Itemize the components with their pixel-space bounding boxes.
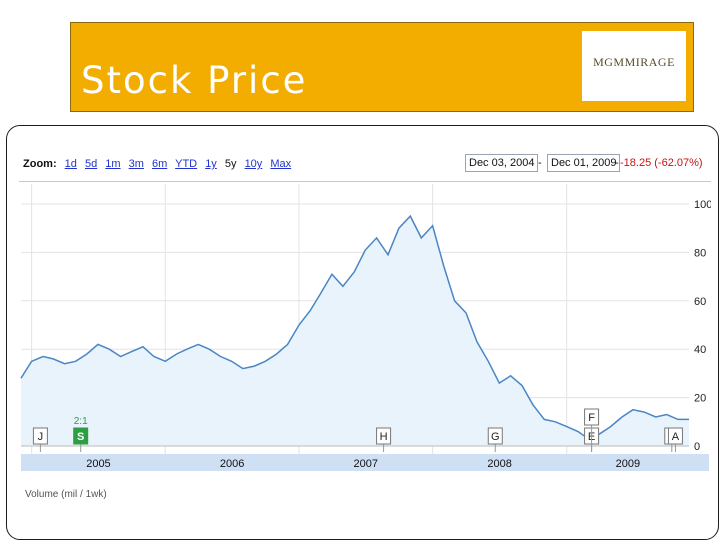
- y-tick-label: 20: [694, 393, 706, 405]
- slide-title: Stock Price: [81, 59, 308, 102]
- price-area-fill: [21, 216, 689, 446]
- year-axis-band: [21, 454, 709, 471]
- zoom-1m-link[interactable]: 1m: [105, 158, 121, 170]
- y-tick-label: 80: [694, 247, 706, 259]
- y-tick-label: 40: [694, 344, 706, 356]
- change-dash: -: [615, 157, 619, 169]
- date-range-dash: -: [538, 157, 542, 169]
- y-tick-label: 100: [694, 199, 711, 211]
- title-bar: Stock Price MGMMIRAGE: [70, 22, 694, 112]
- zoom-3m-link[interactable]: 3m: [128, 158, 144, 170]
- event-flag-label: G: [491, 431, 500, 443]
- area-layer: [20, 214, 689, 446]
- split-label: 2:1: [74, 416, 88, 427]
- event-flag-label: F: [588, 412, 595, 424]
- x-tick-label: 2008: [487, 458, 511, 470]
- event-flag-label: A: [672, 431, 680, 443]
- event-flag-box: [376, 427, 392, 445]
- zoom-toolbar: Zoom: 1d 5d 1m 3m 6m YTD 1y 5y 10y Max: [23, 158, 296, 170]
- mgm-mirage-logo: MGMMIRAGE: [582, 31, 686, 101]
- event-flag-box: [73, 427, 89, 445]
- event-flag-box: [487, 427, 503, 445]
- zoom-1d-link[interactable]: 1d: [64, 158, 77, 170]
- start-date-input[interactable]: Dec 03, 2004: [465, 154, 539, 172]
- zoom-ytd-link[interactable]: YTD: [175, 158, 198, 170]
- zoom-1y-link[interactable]: 1y: [205, 158, 217, 170]
- price-change: -18.25 (-62.07%): [620, 157, 703, 169]
- zoom-label: Zoom:: [23, 158, 57, 170]
- zoom-5y-selected[interactable]: 5y: [224, 158, 237, 170]
- stock-chart-widget: Zoom: 1d 5d 1m 3m 6m YTD 1y 5y 10y Max D…: [19, 148, 711, 508]
- x-tick-label: 2007: [354, 458, 378, 470]
- toolbar-divider: [19, 181, 711, 182]
- x-tick-label: 2006: [220, 458, 244, 470]
- y-tick-label: 60: [694, 296, 706, 308]
- y-tick-label: 0: [694, 441, 700, 453]
- zoom-6m-link[interactable]: 6m: [151, 158, 168, 170]
- price-line: [20, 214, 689, 440]
- event-flag-box: [32, 427, 48, 445]
- slide-frame: [6, 125, 719, 540]
- event-flag-label: J: [38, 431, 44, 443]
- event-flag-label: H: [380, 431, 388, 443]
- zoom-5d-link[interactable]: 5d: [84, 158, 98, 170]
- event-flag-box: [667, 427, 683, 445]
- event-flag-label: S: [77, 431, 84, 443]
- zoom-max-link[interactable]: Max: [270, 158, 292, 170]
- marker-layer: JS2:1HGEFCA: [32, 408, 683, 452]
- zoom-10y-link[interactable]: 10y: [244, 158, 263, 170]
- x-tick-label: 2009: [616, 458, 640, 470]
- end-date-input[interactable]: Dec 01, 2009: [547, 154, 621, 172]
- x-tick-label: 2005: [86, 458, 110, 470]
- axis-layer: 0 20 40 60 80 100 2005 2006 2007 2008 2009: [21, 199, 711, 471]
- volume-label: Volume (mil / 1wk): [25, 489, 107, 500]
- price-chart-svg: 0 20 40 60 80 100 2005 2006 2007 2008 2009 J S 2:1 H G…: [20, 184, 711, 471]
- event-flag-box: [584, 408, 600, 426]
- logo-text: MGMMIRAGE: [593, 55, 675, 69]
